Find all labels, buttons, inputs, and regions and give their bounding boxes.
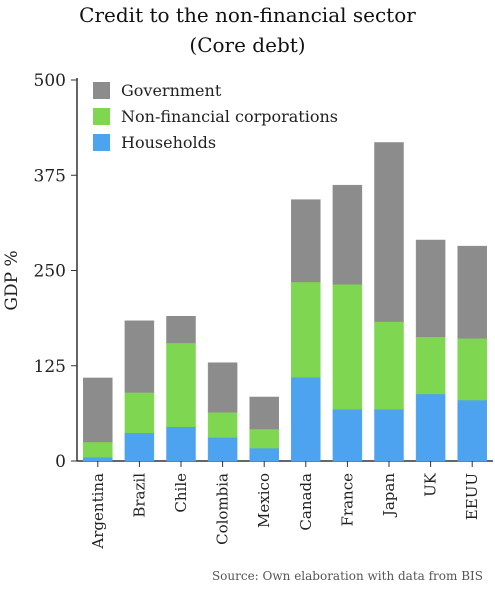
legend-swatch (93, 134, 110, 151)
legend-label: Households (121, 133, 216, 152)
y-tick-label: 125 (34, 357, 66, 377)
bar-households-brazil (124, 432, 155, 462)
bar-households-france (332, 408, 363, 462)
bar-non-financial-corporations-chile (166, 342, 196, 427)
legend-swatch (93, 82, 110, 99)
bar-households-colombia (207, 437, 238, 462)
bar-non-financial-corporations-eeuu (457, 338, 487, 401)
bar-households-chile (166, 426, 196, 462)
bar-non-financial-corporations-brazil (124, 392, 155, 434)
chart-title: Credit to the non-financial sector (79, 3, 416, 27)
x-tick-label: Japan (380, 473, 398, 519)
bar-non-financial-corporations-canada (291, 281, 321, 378)
bar-households-mexico (249, 447, 279, 462)
bar-government-canada (291, 199, 321, 283)
bar-households-argentina (83, 456, 113, 462)
bar-non-financial-corporations-colombia (207, 411, 238, 438)
bar-government-france (332, 184, 363, 285)
legend-label: Non-financial corporations (121, 107, 338, 126)
x-tick-label: Canada (297, 473, 315, 531)
bar-non-financial-corporations-japan (374, 321, 404, 410)
bar-government-japan (374, 142, 404, 322)
y-tick-label: 0 (55, 452, 66, 472)
bar-non-financial-corporations-france (332, 283, 363, 410)
x-tick-label: Colombia (214, 473, 232, 545)
bar-government-chile (166, 315, 196, 344)
source-note: Source: Own elaboration with data from B… (211, 569, 483, 583)
x-tick-label: EEUU (463, 473, 481, 520)
x-tick-label: Brazil (130, 473, 148, 518)
bar-government-colombia (207, 362, 238, 413)
legend-swatch (93, 108, 110, 125)
x-tick-label: Argentina (89, 473, 107, 550)
bar-non-financial-corporations-mexico (249, 428, 279, 449)
y-tick-label: 250 (34, 262, 66, 282)
bar-government-brazil (124, 320, 155, 393)
bar-government-uk (415, 239, 446, 338)
x-tick-label: UK (422, 472, 440, 497)
bar-non-financial-corporations-uk (415, 336, 446, 395)
x-tick-label: France (338, 473, 356, 527)
y-tick-label: 375 (34, 166, 66, 186)
bar-households-canada (291, 376, 321, 462)
x-tick-label: Chile (172, 473, 190, 513)
chart-subtitle: (Core debt) (189, 33, 306, 57)
bar-households-japan (374, 408, 404, 462)
legend-label: Government (121, 81, 222, 100)
bar-households-uk (415, 393, 446, 462)
y-axis-label: GDP % (2, 250, 22, 310)
bar-households-eeuu (457, 399, 487, 462)
bar-non-financial-corporations-argentina (83, 441, 113, 458)
bar-government-mexico (249, 396, 279, 430)
bar-government-argentina (83, 377, 113, 443)
x-tick-label: Mexico (255, 473, 273, 528)
y-tick-label: 500 (34, 71, 66, 91)
bar-government-eeuu (457, 245, 487, 339)
